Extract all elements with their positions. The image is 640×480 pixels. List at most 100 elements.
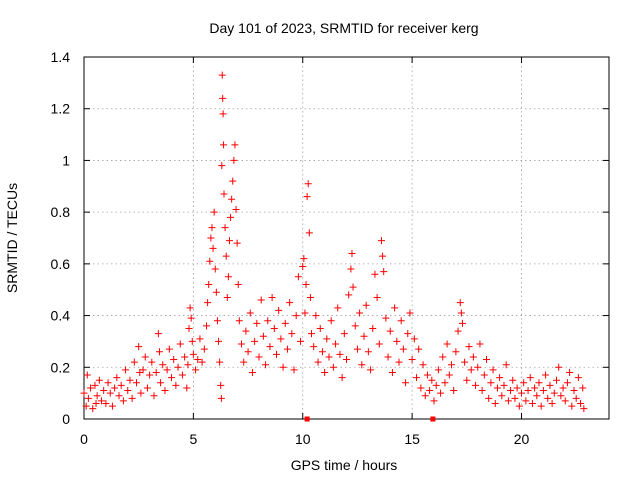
data-point xyxy=(273,350,280,358)
data-point xyxy=(546,381,554,389)
data-point xyxy=(189,350,197,358)
data-point xyxy=(336,350,344,358)
data-point xyxy=(133,379,140,387)
x-axis-label: GPS time / hours xyxy=(291,457,398,473)
data-point xyxy=(248,368,256,376)
data-point xyxy=(290,366,298,374)
data-point xyxy=(570,387,578,395)
data-point xyxy=(509,376,517,384)
data-point xyxy=(445,371,453,379)
data-point xyxy=(306,293,314,301)
data-point xyxy=(526,374,534,382)
data-point xyxy=(467,366,475,374)
data-point xyxy=(124,387,132,395)
data-point xyxy=(522,397,530,405)
data-point xyxy=(220,190,228,198)
grid-lines xyxy=(84,57,609,419)
data-point xyxy=(104,379,112,387)
data-point xyxy=(216,358,224,366)
data-point xyxy=(410,335,418,343)
data-point xyxy=(417,384,425,392)
baseline-square-marker xyxy=(304,416,310,422)
data-point xyxy=(404,330,412,338)
data-point xyxy=(115,392,123,400)
data-point xyxy=(349,283,357,291)
data-point xyxy=(165,345,173,353)
data-point xyxy=(227,213,235,221)
data-point xyxy=(229,177,237,185)
data-point xyxy=(555,363,563,371)
data-point xyxy=(577,399,585,407)
data-point xyxy=(469,353,477,361)
data-point xyxy=(283,345,291,353)
y-tick-label: 1 xyxy=(62,152,70,168)
baseline-square-marker xyxy=(430,416,436,422)
data-point xyxy=(531,384,539,392)
data-point xyxy=(102,399,110,407)
data-point xyxy=(286,299,294,307)
data-point xyxy=(323,335,331,343)
data-point xyxy=(406,309,414,317)
data-point xyxy=(428,376,436,384)
data-point xyxy=(386,327,394,335)
data-point xyxy=(310,343,318,351)
data-point xyxy=(122,366,130,374)
data-point xyxy=(186,304,194,312)
data-point xyxy=(528,399,536,407)
data-point xyxy=(178,371,186,379)
data-point xyxy=(301,309,309,317)
data-point xyxy=(332,340,340,348)
data-point xyxy=(312,312,320,320)
data-point xyxy=(207,234,215,242)
data-point xyxy=(155,348,163,356)
data-point xyxy=(360,332,368,340)
y-tick-label: 0.2 xyxy=(51,359,71,375)
data-point xyxy=(203,322,210,330)
data-point xyxy=(426,387,434,395)
data-point xyxy=(397,317,405,325)
data-point xyxy=(235,317,243,325)
data-point xyxy=(437,389,445,397)
data-point xyxy=(264,317,272,325)
y-tick-label: 0 xyxy=(62,411,70,427)
data-point xyxy=(200,345,208,353)
data-point xyxy=(465,343,473,351)
data-point xyxy=(457,309,465,317)
data-point xyxy=(222,252,230,260)
data-point xyxy=(262,361,270,369)
data-point xyxy=(188,337,196,345)
data-point xyxy=(87,384,95,392)
data-point xyxy=(217,381,225,389)
data-point xyxy=(228,195,236,203)
data-point xyxy=(300,255,308,263)
data-point xyxy=(476,340,484,348)
data-point xyxy=(329,363,337,371)
data-point xyxy=(221,224,229,232)
data-point xyxy=(176,340,184,348)
data-point xyxy=(559,384,567,392)
y-axis-label: SRMTID / TECUs xyxy=(4,183,20,293)
data-point xyxy=(83,371,91,379)
x-tick-label: 0 xyxy=(80,431,88,447)
data-point xyxy=(408,356,416,364)
data-point xyxy=(491,399,499,407)
data-point xyxy=(334,304,342,312)
data-point xyxy=(393,337,401,345)
data-point xyxy=(218,162,226,170)
y-tick-labels: 0 0.2 0.4 0.6 0.8 1 1.2 1.4 xyxy=(51,49,71,427)
data-point xyxy=(304,180,312,188)
data-point xyxy=(371,270,379,278)
data-point xyxy=(448,361,455,369)
data-point xyxy=(439,353,447,361)
data-point xyxy=(141,353,149,361)
data-point xyxy=(170,356,178,364)
data-point xyxy=(255,353,263,361)
data-point xyxy=(242,327,250,335)
data-point xyxy=(388,368,396,376)
data-point xyxy=(461,358,469,366)
data-point xyxy=(463,376,471,384)
data-point xyxy=(338,374,346,382)
data-point xyxy=(168,374,175,382)
